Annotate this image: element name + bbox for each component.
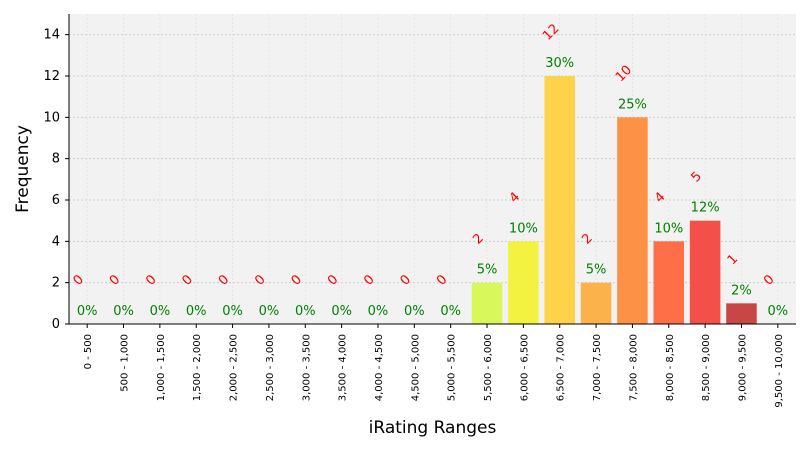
bar [689, 220, 721, 324]
y-tick-label: 6 [52, 193, 60, 208]
percent-label: 12% [691, 201, 720, 216]
x-tick-label: 5,500 - 6,000 [483, 334, 494, 401]
y-tick-label: 8 [52, 152, 60, 167]
percent-label: 10% [509, 221, 538, 236]
x-tick-label: 2,000 - 2,500 [229, 334, 240, 401]
x-tick-label: 4,500 - 5,000 [410, 334, 421, 401]
percent-label: 5% [477, 263, 498, 278]
bar [471, 282, 503, 324]
percent-label: 0% [404, 304, 425, 319]
x-tick-label: 8,500 - 9,000 [701, 334, 712, 401]
bar [617, 117, 648, 324]
y-tick-label: 4 [52, 234, 60, 249]
x-tick-label: 500 - 1,000 [120, 334, 131, 392]
x-tick-label: 7,500 - 8,000 [628, 334, 639, 401]
percent-label: 0% [150, 304, 171, 319]
percent-label: 0% [768, 304, 789, 319]
axes: 0 2 4 6 8 10 12 14 0 - 500 500 - 1,000 1,000 - 1,5… [43, 14, 796, 408]
y-tick-label: 14 [43, 28, 60, 43]
x-tick-label: 5,000 - 5,500 [447, 334, 458, 401]
x-tick-label: 2,500 - 3,000 [265, 334, 276, 401]
x-tick-label: 6,500 - 7,000 [556, 334, 567, 401]
bar [726, 303, 757, 324]
plot-area [69, 14, 796, 324]
x-tick-label: 8,000 - 8,500 [665, 334, 676, 401]
x-tick-label: 3,500 - 4,000 [338, 334, 349, 401]
bar [508, 241, 539, 324]
y-tick-label: 12 [43, 69, 60, 84]
percent-label: 0% [222, 304, 243, 319]
y-tick-label: 2 [52, 276, 60, 291]
y-axis-label: Frequency [13, 125, 33, 213]
percent-label: 0% [113, 304, 134, 319]
percent-label: 0% [331, 304, 352, 319]
percent-label: 25% [618, 97, 647, 112]
x-tick-label: 3,000 - 3,500 [301, 334, 312, 401]
percent-label: 2% [731, 283, 752, 298]
bar [580, 282, 612, 324]
y-tick-label: 0 [52, 317, 60, 332]
percent-label: 0% [186, 304, 207, 319]
percent-label: 0% [368, 304, 389, 319]
bar [544, 76, 575, 324]
bar [653, 241, 685, 324]
x-tick-label: 7,000 - 7,500 [592, 334, 603, 401]
percent-label: 0% [295, 304, 316, 319]
x-tick-label: 9,500 - 10,000 [774, 334, 785, 408]
x-tick-label: 9,000 - 9,500 [737, 334, 748, 401]
percent-label: 10% [654, 221, 683, 236]
percent-label: 0% [77, 304, 98, 319]
x-tick-label: 6,000 - 6,500 [519, 334, 530, 401]
x-axis-label: iRating Ranges [369, 418, 497, 438]
percent-label: 30% [545, 56, 574, 71]
percent-label: 0% [259, 304, 280, 319]
x-tick-label: 0 - 500 [83, 334, 94, 369]
x-tick-label: 1,000 - 1,500 [156, 334, 167, 401]
x-tick-label: 4,000 - 4,500 [374, 334, 385, 401]
bars [471, 76, 757, 324]
percent-label: 0% [440, 304, 461, 319]
percent-label: 5% [586, 263, 607, 278]
y-tick-label: 10 [43, 110, 60, 125]
x-tick-label: 1,500 - 2,000 [192, 334, 203, 401]
